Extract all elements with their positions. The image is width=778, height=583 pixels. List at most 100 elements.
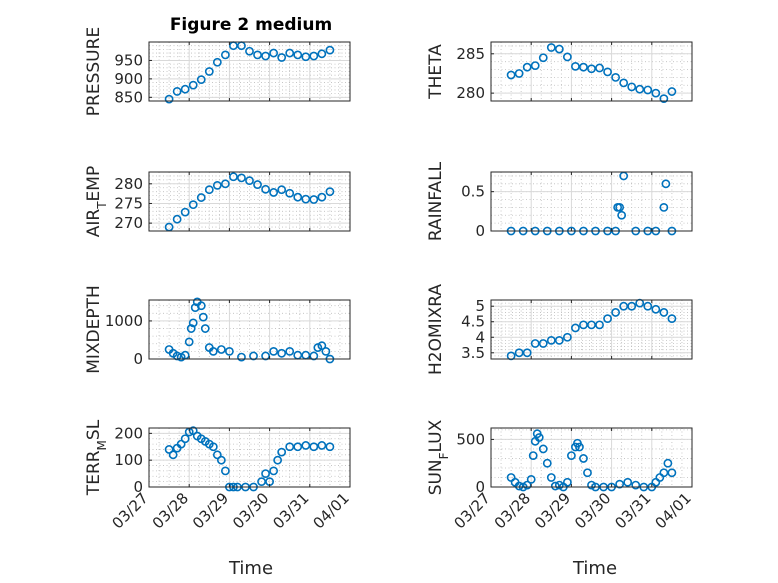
y-tick-label: 900 — [114, 70, 143, 88]
y-axis-label: MIXDEPTH — [84, 285, 104, 374]
data-point — [293, 442, 303, 452]
axes-background — [490, 427, 693, 488]
data-point — [285, 442, 295, 452]
y-tick-label: 4.5 — [461, 313, 485, 331]
axes-frame — [490, 427, 693, 488]
data-point — [522, 348, 532, 358]
data-point — [293, 50, 303, 60]
data-point — [273, 455, 283, 465]
data-point — [261, 469, 270, 478]
data-point — [538, 53, 548, 63]
data-point — [200, 324, 210, 333]
data-point — [611, 308, 621, 317]
data-point — [659, 308, 669, 317]
data-point — [550, 481, 560, 491]
data-point — [196, 75, 206, 85]
data-point — [643, 301, 653, 311]
data-point — [253, 50, 262, 60]
data-point — [635, 84, 645, 94]
data-point — [212, 57, 222, 67]
data-point — [567, 451, 576, 460]
y-tick-label: 0 — [475, 222, 485, 240]
data-point — [546, 43, 556, 52]
data-point — [514, 481, 524, 491]
data-point — [575, 442, 584, 452]
data-point — [325, 45, 335, 55]
data-point — [204, 67, 214, 76]
data-point — [659, 202, 669, 212]
data-point — [164, 94, 174, 104]
data-point — [257, 477, 266, 487]
data-point — [571, 61, 580, 71]
data-point — [186, 324, 196, 333]
data-point — [249, 351, 258, 361]
data-point — [212, 180, 222, 190]
x-tick-label: 03/31 — [611, 489, 654, 532]
data-point — [216, 345, 226, 354]
data-point — [321, 346, 331, 356]
data-point — [196, 301, 206, 311]
y-tick-label: 850 — [114, 88, 143, 106]
y-axis-label: THETA — [426, 44, 446, 100]
data-point — [667, 87, 677, 96]
data-point — [530, 61, 540, 70]
data-point — [245, 46, 254, 56]
data-point — [269, 48, 279, 58]
data-point — [619, 78, 629, 88]
data-point — [534, 433, 544, 442]
y-tick-label: 0 — [133, 478, 143, 496]
x-axis-label-left: Time — [228, 558, 273, 579]
data-point — [237, 352, 246, 362]
data-point — [538, 339, 548, 348]
data-point — [309, 195, 319, 204]
x-tick-label: 04/01 — [310, 489, 353, 532]
data-point — [526, 474, 536, 484]
data-point — [651, 88, 661, 98]
y-tick-label: 500 — [456, 430, 485, 448]
data-point — [627, 301, 637, 311]
data-point — [538, 444, 548, 454]
axes-frame — [148, 41, 351, 102]
data-point — [595, 63, 604, 73]
y-tick-label: 200 — [114, 424, 143, 442]
y-axis-label: PRESSURE — [84, 27, 104, 116]
data-point — [615, 202, 625, 212]
data-point — [220, 50, 230, 60]
y-tick-label: 0.5 — [461, 183, 485, 201]
data-point — [269, 466, 279, 476]
y-tick-label: 280 — [456, 84, 485, 102]
data-point — [562, 332, 572, 342]
data-point — [562, 477, 572, 487]
y-axis-label: RAINFALL — [426, 161, 446, 241]
data-point — [301, 52, 311, 62]
data-point — [204, 185, 214, 195]
data-point — [663, 458, 673, 468]
data-point — [317, 192, 327, 202]
y-tick-label: 0 — [133, 350, 143, 368]
y-tick-label: 5 — [475, 297, 485, 315]
data-point — [220, 466, 230, 476]
data-point — [269, 188, 279, 197]
data-point — [627, 82, 637, 92]
y-tick-label: 1000 — [105, 312, 143, 330]
data-point — [277, 185, 287, 195]
data-point — [317, 49, 327, 59]
y-tick-label: 270 — [114, 214, 143, 232]
x-tick-label: 03/28 — [149, 489, 192, 532]
data-point — [615, 479, 625, 489]
data-point — [579, 454, 588, 463]
y-tick-label: 950 — [114, 51, 143, 69]
axes-frame — [148, 427, 351, 488]
data-point — [293, 192, 303, 202]
data-point — [506, 70, 516, 80]
data-point — [277, 53, 287, 62]
x-tick-label: 03/27 — [109, 489, 152, 532]
data-point — [285, 188, 295, 198]
data-point — [528, 451, 538, 460]
data-point — [253, 180, 262, 189]
data-point — [530, 339, 540, 348]
data-point — [301, 194, 311, 204]
